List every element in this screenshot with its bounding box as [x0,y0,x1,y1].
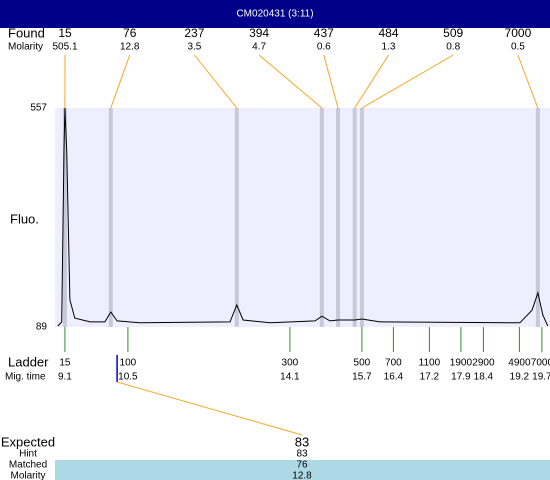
peak-band [319,108,324,327]
matched-value: 76 [296,460,308,471]
ladder-time: 19.2 [510,372,530,383]
ladder-size: 500 [354,358,371,369]
y-tick-label: 89 [36,322,48,333]
molarity-value: 12.8 [292,471,312,480]
found-molarity: 505.1 [52,42,77,53]
title-bar [0,0,550,28]
peak-connector [258,54,323,109]
ladder-time: 16.4 [384,372,404,383]
found-size: 484 [378,26,398,40]
peak-connector [194,54,238,109]
ladder-time: 10.5 [118,372,138,383]
matched-band [55,460,550,480]
found-size: 15 [58,26,72,40]
peak-band [108,108,113,327]
found-size: 7000 [505,26,532,40]
expected-value: 83 [295,434,309,449]
peak-connector [354,54,389,109]
ladder-time: 19.7 [532,372,550,383]
plot-area [55,108,550,327]
y-axis-label: Fluo. [10,211,39,226]
ladder-size: 700 [385,358,402,369]
matched-label: Matched [9,460,47,471]
title: CM020431 (3:11) [236,9,313,20]
peak-band [336,108,341,327]
ladder-time: 15.7 [352,372,372,383]
ladder-time: 17.2 [420,372,440,383]
found-sub-label: Molarity [8,42,43,53]
ladder-time: 14.1 [280,372,300,383]
molarity-label: Molarity [10,471,45,480]
ladder-size: 100 [120,358,137,369]
found-size: 437 [314,26,334,40]
ladder-size: 2900 [472,358,495,369]
ladder-size: 15 [59,358,71,369]
found-molarity: 3.5 [187,42,201,53]
ladder-size: 4900 [508,358,531,369]
ladder-time: 9.1 [58,372,72,383]
ladder-label: Ladder [8,354,49,369]
found-molarity: 4.7 [252,42,266,53]
peak-band [535,108,540,327]
y-tick-label: 557 [30,103,47,114]
peak-band [352,108,357,327]
peak-connector [110,54,131,109]
peak-connector [517,54,539,109]
found-label: Found [8,25,45,40]
hint-value: 83 [296,449,308,460]
trace [57,107,549,327]
peak-connector [361,54,454,109]
found-size: 76 [123,26,137,40]
peak-band [234,108,239,327]
ladder-time: 18.4 [474,372,494,383]
found-molarity: 0.6 [317,42,331,53]
expected-connector [116,381,303,436]
found-size: 509 [443,26,463,40]
ladder-size: 300 [282,358,299,369]
ladder-size: 1900 [450,358,473,369]
ladder-time: 17.9 [451,372,471,383]
peak-connector [323,54,339,109]
ladder-size: 1100 [419,358,441,369]
ladder-sub-label: Mig. time [5,372,46,383]
expected-label: Expected [1,434,55,449]
hint-label: Hint [19,449,37,460]
ladder-size: 7000 [531,358,550,369]
found-molarity: 0.5 [511,42,525,53]
peak-band [359,108,364,327]
found-molarity: 12.8 [120,42,140,53]
found-size: 237 [184,26,204,40]
found-molarity: 1.3 [382,42,396,53]
found-molarity: 0.8 [446,42,460,53]
found-size: 394 [249,26,269,40]
peak-band [62,108,67,327]
